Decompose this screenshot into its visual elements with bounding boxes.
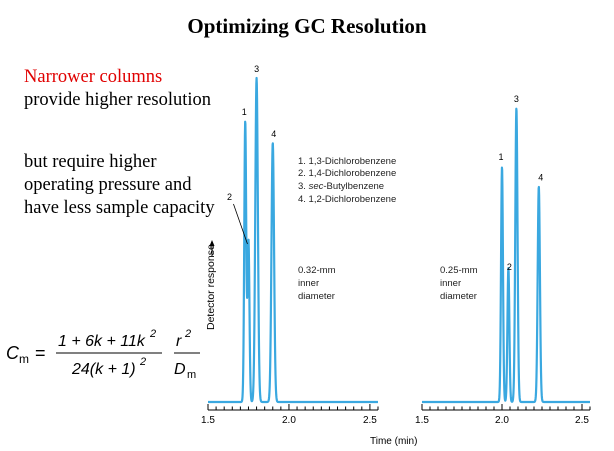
formula-lhs-sub: m [19, 352, 29, 366]
formula-equals: = [35, 343, 46, 363]
peak-label: 2 [227, 192, 232, 202]
chromatogram-trace [207, 76, 379, 404]
panel-label-line: inner [298, 278, 319, 289]
x-tick-label: 1.5 [415, 415, 429, 426]
x-tick-label: 2.0 [495, 415, 509, 426]
legend-item: 4. 1,2-Dichlorobenzene [298, 194, 396, 205]
peak-label: 3 [514, 94, 519, 104]
peak-label: 4 [538, 172, 543, 182]
formula-d-sub: m [187, 369, 196, 381]
formula-denominator-exp: 2 [139, 356, 146, 368]
formula-denominator: 24(k + 1) [71, 361, 136, 378]
panel-label-line: 0.32-mm [298, 265, 336, 276]
legend-item: 2. 1,4-Dichlorobenzene [298, 168, 396, 179]
x-tick-label: 2.5 [575, 415, 589, 426]
peak-label: 4 [271, 129, 276, 139]
chart-panel-032mm: 1.5 2.0 2.5 1 2 3 4 0.32-mm inner diameter [201, 64, 379, 426]
text-rest: provide higher resolution [24, 90, 212, 110]
formula-r: r [176, 333, 182, 350]
y-axis-arrow-head [209, 240, 215, 246]
chart-panel-025mm: 1.5 2.0 2.5 1 2 3 4 0.25-mm inner diameter [415, 94, 591, 426]
peak-2-pointer [233, 203, 248, 245]
formula-d: D [174, 361, 186, 378]
formula-lhs: C [6, 343, 20, 363]
text-tradeoff: but require higher operating pressure an… [24, 152, 215, 218]
cm-formula: C m = 1 + 6k + 11k 2 24(k + 1) 2 r 2 D m [6, 328, 200, 381]
panel-label-line: diameter [298, 291, 335, 302]
compound-legend: 1. 1,3-Dichlorobenzene 2. 1,4-Dichlorobe… [298, 156, 396, 205]
peak-label: 2 [507, 262, 512, 272]
formula-numerator: 1 + 6k + 11k [58, 333, 146, 350]
panel-label-line: inner [440, 278, 461, 289]
peak-label: 1 [242, 107, 247, 117]
x-tick-label: 2.0 [282, 415, 296, 426]
panel-label-line: diameter [440, 291, 477, 302]
legend-item: 3. sec-Butylbenzene [298, 181, 384, 192]
formula-r-exp: 2 [184, 328, 191, 340]
highlight-text: Narrower columns [24, 67, 163, 87]
peak-label: 1 [498, 152, 503, 162]
chromatogram-trace [421, 107, 591, 404]
formula-numerator-exp: 2 [149, 328, 156, 340]
text-narrower-columns: Narrower columns provide higher resolutio… [24, 66, 224, 112]
x-axis-label: Time (min) [370, 436, 417, 447]
x-tick-label: 2.5 [363, 415, 377, 426]
panel-label-line: 0.25-mm [440, 265, 478, 276]
peak-label: 3 [254, 64, 259, 74]
legend-item: 1. 1,3-Dichlorobenzene [298, 156, 396, 167]
x-tick-label: 1.5 [201, 415, 215, 426]
y-axis-label: Detector response [205, 244, 217, 330]
slide-title: Optimizing GC Resolution [187, 14, 427, 38]
